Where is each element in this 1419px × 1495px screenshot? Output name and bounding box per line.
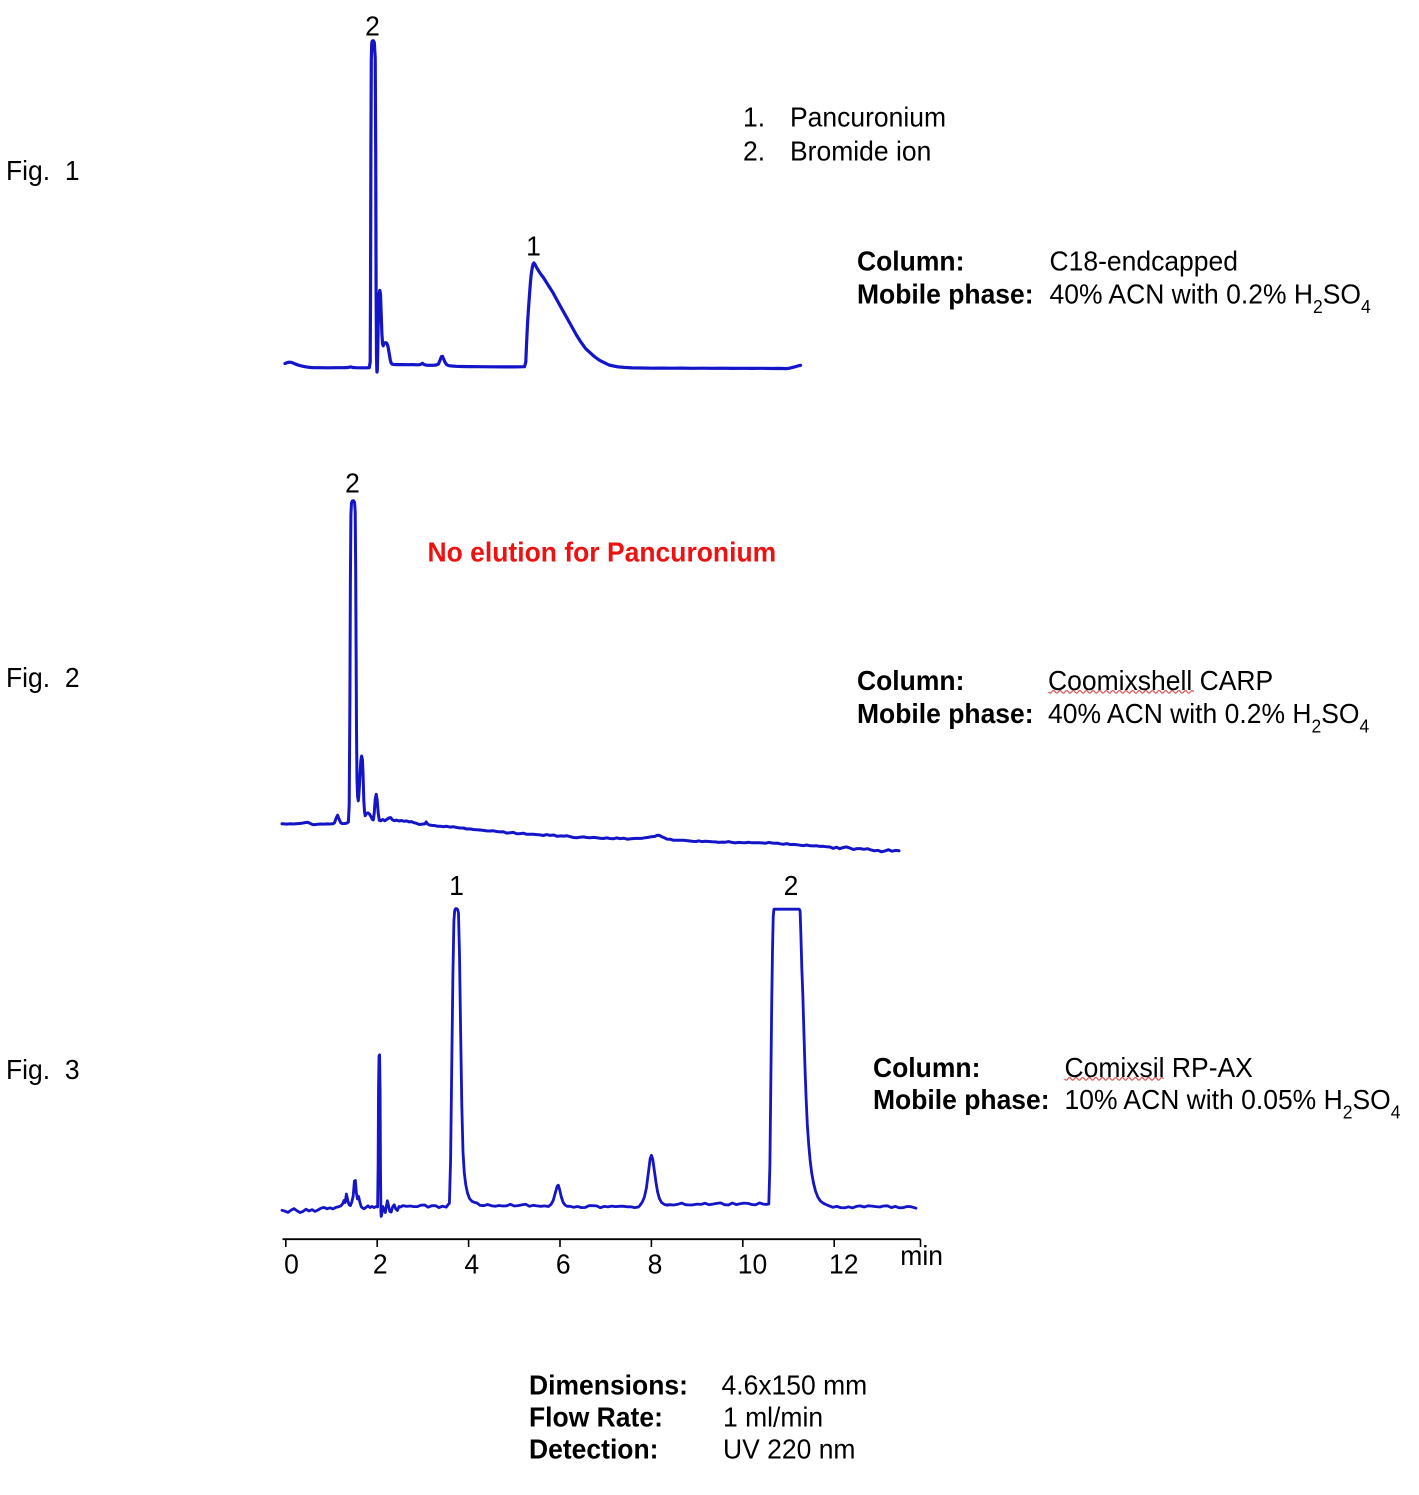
svg-text:Column:: Column: bbox=[873, 1051, 980, 1083]
svg-text:40% ACN with 0.2% H2SO4: 40% ACN with 0.2% H2SO4 bbox=[1048, 697, 1369, 736]
svg-text:2: 2 bbox=[784, 869, 799, 901]
svg-text:Mobile phase:: Mobile phase: bbox=[857, 278, 1034, 310]
svg-text:Detection:: Detection: bbox=[529, 1433, 658, 1465]
svg-text:Mobile phase:: Mobile phase: bbox=[873, 1083, 1050, 1115]
svg-text:2: 2 bbox=[365, 10, 380, 42]
svg-text:8: 8 bbox=[648, 1248, 663, 1280]
svg-text:Bromide ion: Bromide ion bbox=[790, 135, 931, 167]
svg-text:Column:: Column: bbox=[857, 245, 964, 277]
svg-text:1: 1 bbox=[526, 230, 541, 262]
svg-text:6: 6 bbox=[556, 1248, 571, 1280]
svg-text:1 ml/min: 1 ml/min bbox=[723, 1401, 823, 1433]
svg-text:Coomixshell CARP: Coomixshell CARP bbox=[1048, 664, 1273, 696]
svg-text:Fig. 1: Fig. 1 bbox=[6, 154, 80, 186]
svg-text:10% ACN with 0.05% H2SO4: 10% ACN with 0.05% H2SO4 bbox=[1065, 1083, 1401, 1122]
svg-text:4.6x150 mm: 4.6x150 mm bbox=[722, 1369, 868, 1401]
svg-text:min: min bbox=[900, 1239, 943, 1271]
svg-text:1: 1 bbox=[449, 869, 464, 901]
svg-text:2: 2 bbox=[345, 467, 360, 499]
svg-text:10: 10 bbox=[738, 1248, 767, 1280]
svg-text:4: 4 bbox=[464, 1248, 479, 1280]
svg-text:Pancuronium: Pancuronium bbox=[790, 101, 946, 133]
svg-text:Fig. 3: Fig. 3 bbox=[6, 1053, 80, 1085]
svg-text:2.: 2. bbox=[743, 135, 765, 167]
svg-text:Fig. 2: Fig. 2 bbox=[6, 661, 80, 693]
svg-text:C18-endcapped: C18-endcapped bbox=[1050, 245, 1238, 277]
svg-text:1.: 1. bbox=[743, 101, 765, 133]
svg-text:40% ACN with 0.2% H2SO4: 40% ACN with 0.2% H2SO4 bbox=[1050, 278, 1371, 317]
svg-text:0: 0 bbox=[284, 1248, 299, 1280]
svg-text:2: 2 bbox=[373, 1248, 388, 1280]
svg-text:UV 220 nm: UV 220 nm bbox=[723, 1433, 855, 1465]
svg-text:Dimensions:: Dimensions: bbox=[529, 1369, 688, 1401]
svg-text:12: 12 bbox=[829, 1248, 858, 1280]
svg-text:Mobile phase:: Mobile phase: bbox=[857, 697, 1034, 729]
svg-text:Comixsil RP-AX: Comixsil RP-AX bbox=[1065, 1051, 1253, 1083]
svg-text:No elution for Pancuronium: No elution for Pancuronium bbox=[428, 536, 777, 568]
svg-text:Column:: Column: bbox=[857, 664, 964, 696]
svg-text:Flow Rate:: Flow Rate: bbox=[529, 1401, 663, 1433]
